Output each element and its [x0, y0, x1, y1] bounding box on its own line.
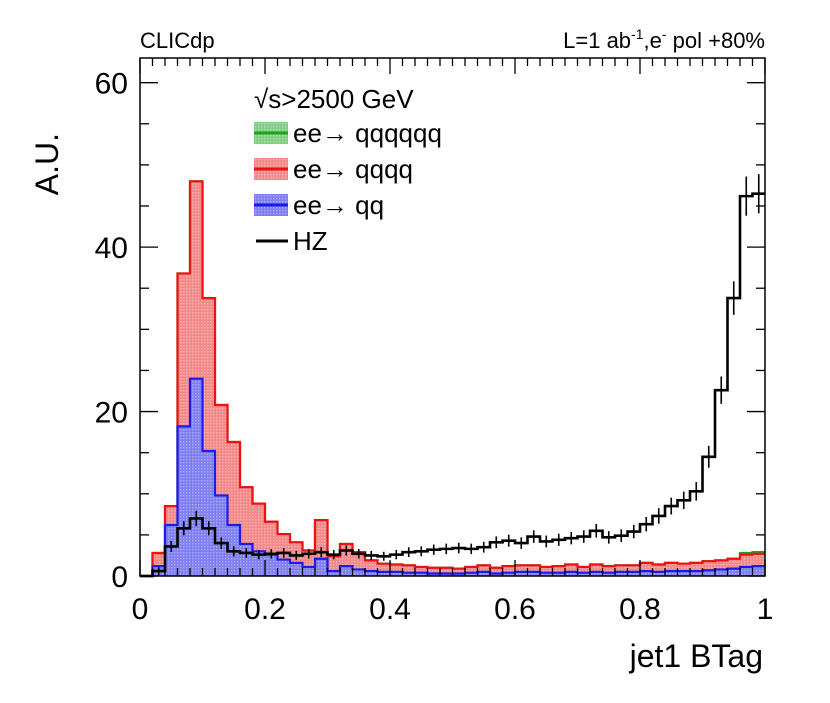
- y-tick-label: 0: [111, 561, 128, 594]
- histogram-layers: [140, 174, 765, 578]
- x-tick-label: 0.8: [619, 593, 661, 626]
- legend: √s>2500 GeV ee→ qqqqqq ee→ qqqq ee→ qq HZ: [254, 84, 442, 256]
- y-tick-label: 60: [95, 68, 128, 101]
- experiment-label: CLICdp: [140, 28, 215, 53]
- legend-label: ee→ qq: [293, 190, 384, 220]
- luminosity-label: L=1 ab-1,e- pol +80%: [563, 26, 765, 53]
- y-tick-label: 20: [95, 397, 128, 430]
- legend-label: ee→ qqqq: [293, 154, 413, 184]
- stack-outline-eeqqqq: [140, 180, 765, 578]
- y-tick-label: 40: [95, 232, 128, 265]
- x-tick-label: 0.6: [494, 593, 536, 626]
- legend-label: HZ: [293, 226, 328, 256]
- x-tick-label: 1: [757, 593, 774, 626]
- axes: 0 0.2 0.4 0.6 0.8 1 0 20 40 60: [95, 58, 774, 626]
- x-tick-label: 0.2: [244, 593, 286, 626]
- x-tick-label: 0: [132, 593, 149, 626]
- energy-label: √s>2500 GeV: [254, 84, 414, 114]
- y-axis-title: A.U.: [29, 133, 65, 195]
- x-axis-title: jet1 BTag: [629, 638, 763, 674]
- legend-label: ee→ qqqqqq: [293, 118, 442, 148]
- stack-pattern-eeqqqq: [140, 181, 765, 577]
- x-tick-label: 0.4: [369, 593, 411, 626]
